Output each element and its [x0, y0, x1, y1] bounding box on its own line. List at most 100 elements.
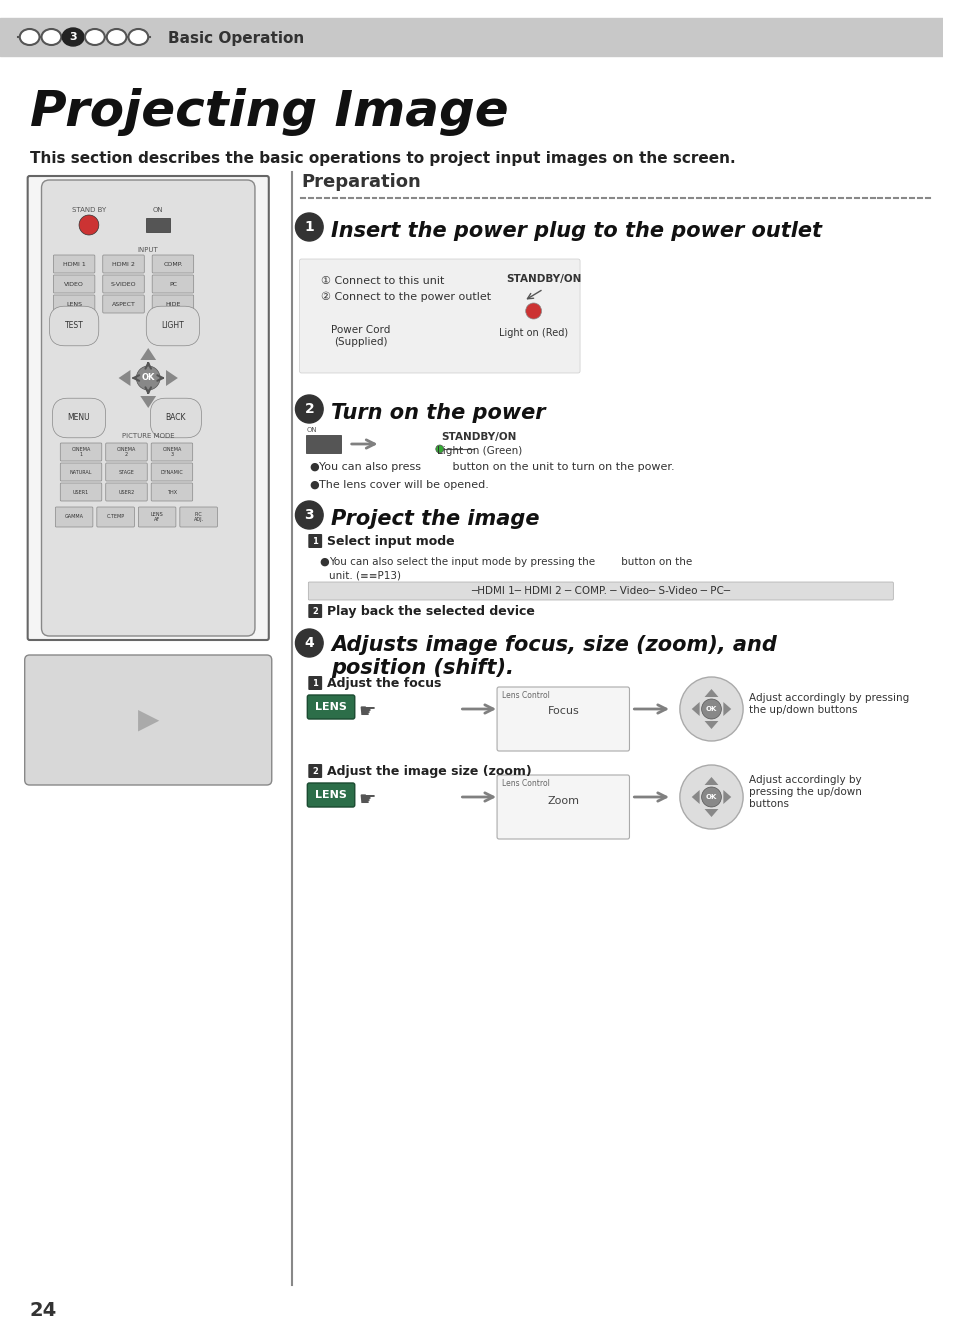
Polygon shape [704, 720, 718, 728]
FancyBboxPatch shape [53, 254, 94, 273]
Text: CINEMA
2: CINEMA 2 [116, 447, 136, 458]
Text: Adjust the focus: Adjust the focus [327, 676, 441, 690]
Text: OK: OK [705, 706, 717, 712]
Polygon shape [691, 702, 699, 716]
Text: This section describes the basic operations to project input images on the scree: This section describes the basic operati… [30, 150, 735, 166]
Text: STANDBY/ON: STANDBY/ON [441, 432, 517, 442]
Text: 1: 1 [304, 220, 314, 234]
Text: DYNAMIC: DYNAMIC [160, 470, 183, 474]
FancyBboxPatch shape [106, 443, 147, 461]
Text: ON: ON [306, 427, 316, 432]
FancyBboxPatch shape [497, 775, 629, 840]
Circle shape [295, 501, 323, 529]
FancyBboxPatch shape [152, 295, 193, 313]
Text: CINEMA
1: CINEMA 1 [71, 447, 91, 458]
Text: TEST: TEST [65, 321, 84, 331]
Text: ON: ON [152, 208, 163, 213]
Text: Turn on the power: Turn on the power [331, 403, 545, 423]
Text: NATURAL: NATURAL [70, 470, 92, 474]
Text: PC: PC [169, 281, 176, 287]
Text: Adjust accordingly by pressing
the up/down buttons: Adjust accordingly by pressing the up/do… [748, 694, 908, 715]
Text: LENS: LENS [66, 301, 82, 307]
Text: PICTURE MODE: PICTURE MODE [122, 432, 174, 439]
Text: S-VIDEO: S-VIDEO [111, 281, 136, 287]
Ellipse shape [42, 29, 61, 46]
Polygon shape [722, 702, 731, 716]
Text: STAND BY: STAND BY [71, 208, 106, 213]
Text: Lens Control: Lens Control [501, 691, 549, 700]
FancyBboxPatch shape [308, 534, 322, 548]
Text: CINEMA
3: CINEMA 3 [162, 447, 181, 458]
Circle shape [295, 629, 323, 657]
Text: INPUT: INPUT [137, 246, 158, 253]
Text: Adjust accordingly by
pressing the up/down
buttons: Adjust accordingly by pressing the up/do… [748, 775, 861, 809]
Text: The lens cover will be opened.: The lens cover will be opened. [319, 479, 489, 490]
Text: Play back the selected device: Play back the selected device [327, 604, 535, 617]
Text: C.TEMP: C.TEMP [107, 514, 125, 520]
Polygon shape [704, 809, 718, 817]
Ellipse shape [62, 28, 84, 46]
FancyBboxPatch shape [307, 695, 355, 719]
Circle shape [700, 787, 720, 807]
Polygon shape [118, 370, 131, 386]
FancyBboxPatch shape [60, 483, 102, 501]
Circle shape [436, 445, 443, 453]
Ellipse shape [20, 29, 39, 46]
Text: unit. (≡≡P13): unit. (≡≡P13) [329, 570, 400, 581]
Circle shape [525, 303, 541, 319]
Text: 24: 24 [30, 1300, 57, 1319]
FancyBboxPatch shape [152, 254, 193, 273]
Text: ●: ● [319, 557, 329, 566]
Text: ☛: ☛ [358, 790, 375, 809]
Text: ASPECT: ASPECT [112, 301, 135, 307]
Text: GAMMA: GAMMA [65, 514, 84, 520]
FancyBboxPatch shape [60, 443, 102, 461]
Text: Adjust the image size (zoom): Adjust the image size (zoom) [327, 765, 531, 778]
FancyBboxPatch shape [151, 443, 193, 461]
FancyBboxPatch shape [55, 507, 92, 528]
Text: ① Connect to this unit: ① Connect to this unit [321, 276, 444, 287]
FancyBboxPatch shape [106, 463, 147, 481]
Text: STANDBY/ON: STANDBY/ON [505, 274, 580, 284]
Circle shape [700, 699, 720, 719]
Circle shape [679, 678, 742, 740]
Circle shape [79, 216, 99, 236]
Text: ▶: ▶ [137, 706, 159, 734]
Text: 2: 2 [312, 607, 318, 616]
Text: 4: 4 [304, 636, 314, 649]
Text: 3: 3 [70, 32, 77, 42]
Text: Light on (Red): Light on (Red) [498, 328, 568, 337]
Text: BACK: BACK [166, 414, 186, 423]
Text: ●: ● [309, 462, 318, 473]
FancyBboxPatch shape [307, 783, 355, 807]
Polygon shape [140, 396, 156, 408]
FancyBboxPatch shape [103, 295, 144, 313]
FancyBboxPatch shape [151, 463, 193, 481]
Text: Adjusts image focus, size (zoom), and
position (shift).: Adjusts image focus, size (zoom), and po… [331, 635, 776, 678]
Polygon shape [140, 348, 156, 360]
Text: COMP.: COMP. [163, 261, 182, 266]
Text: You can also press         button on the unit to turn on the power.: You can also press button on the unit to… [319, 462, 674, 473]
FancyBboxPatch shape [53, 274, 94, 293]
Text: Projecting Image: Projecting Image [30, 88, 508, 137]
FancyBboxPatch shape [180, 507, 217, 528]
Text: Power Cord
(Supplied): Power Cord (Supplied) [331, 325, 390, 347]
FancyBboxPatch shape [308, 604, 322, 619]
Text: LENS: LENS [314, 790, 347, 799]
Polygon shape [166, 370, 177, 386]
Ellipse shape [107, 29, 127, 46]
FancyBboxPatch shape [308, 582, 892, 600]
FancyBboxPatch shape [299, 258, 579, 374]
Text: HDMI 1: HDMI 1 [63, 261, 86, 266]
Text: OK: OK [705, 794, 717, 799]
FancyBboxPatch shape [106, 483, 147, 501]
Text: USER2: USER2 [118, 490, 134, 494]
Text: LENS
AF: LENS AF [151, 511, 163, 522]
FancyBboxPatch shape [103, 254, 144, 273]
FancyBboxPatch shape [138, 507, 175, 528]
FancyBboxPatch shape [103, 274, 144, 293]
Text: OK: OK [141, 374, 154, 383]
Circle shape [679, 765, 742, 829]
Text: Lens Control: Lens Control [501, 779, 549, 787]
FancyBboxPatch shape [25, 655, 272, 785]
